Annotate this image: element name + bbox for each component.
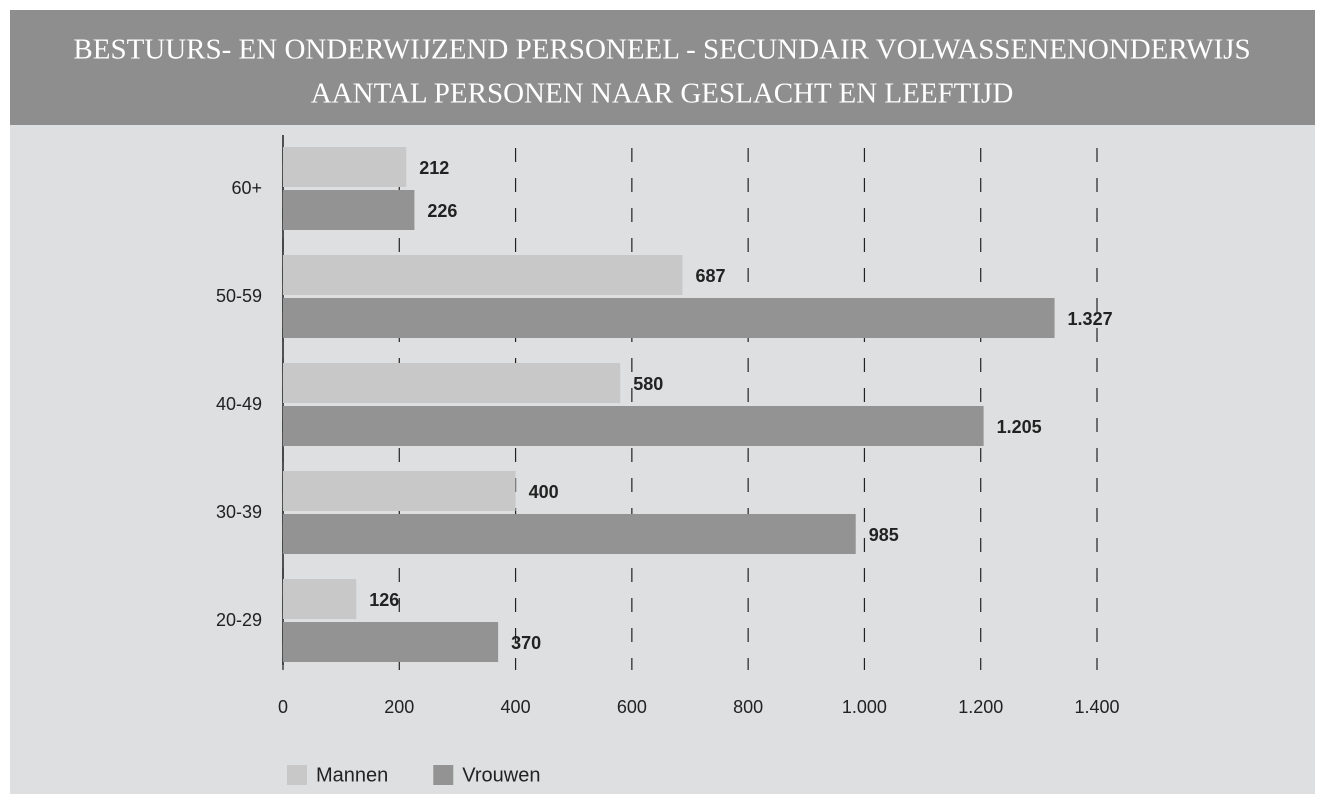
value-label: 370	[511, 633, 541, 653]
x-tick-label: 600	[617, 697, 647, 717]
bar	[283, 622, 499, 662]
value-label: 580	[633, 374, 663, 394]
bar	[283, 298, 1055, 338]
x-tick-label: 1.000	[842, 697, 887, 717]
value-label: 985	[869, 525, 899, 545]
panel	[10, 10, 1315, 794]
y-tick-label: 30-39	[216, 502, 262, 522]
value-label: 212	[419, 158, 449, 178]
legend-swatch	[433, 765, 454, 785]
title-band	[10, 10, 1315, 125]
legend-swatch	[287, 765, 307, 785]
x-tick-label: 1.400	[1074, 697, 1119, 717]
bar	[283, 147, 407, 187]
y-tick-label: 20-29	[216, 610, 262, 630]
value-label: 1.205	[997, 417, 1042, 437]
chart-title: BESTUURS- EN ONDERWIJZEND PERSONEEL - SE…	[73, 34, 1250, 66]
x-tick-label: 800	[733, 697, 763, 717]
bar	[283, 363, 621, 403]
value-label: 687	[695, 266, 725, 286]
legend-label: Mannen	[316, 764, 388, 786]
value-label: 126	[369, 590, 399, 610]
chart-subtitle: AANTAL PERSONEN NAAR GESLACHT EN LEEFTIJ…	[311, 78, 1014, 110]
x-tick-label: 0	[278, 697, 288, 717]
x-tick-label: 400	[501, 697, 531, 717]
bar	[283, 471, 516, 511]
bar	[283, 514, 856, 554]
legend-label: Vrouwen	[462, 764, 540, 786]
y-tick-label: 60+	[231, 178, 262, 198]
value-label: 226	[427, 201, 457, 221]
bar	[283, 255, 683, 295]
bar	[283, 190, 415, 230]
x-tick-label: 200	[384, 697, 414, 717]
bar	[283, 406, 984, 446]
y-tick-label: 40-49	[216, 394, 262, 414]
x-tick-label: 1.200	[958, 697, 1003, 717]
y-tick-label: 50-59	[216, 286, 262, 306]
value-label: 1.327	[1068, 309, 1113, 329]
value-label: 400	[529, 482, 559, 502]
bar	[283, 579, 357, 619]
